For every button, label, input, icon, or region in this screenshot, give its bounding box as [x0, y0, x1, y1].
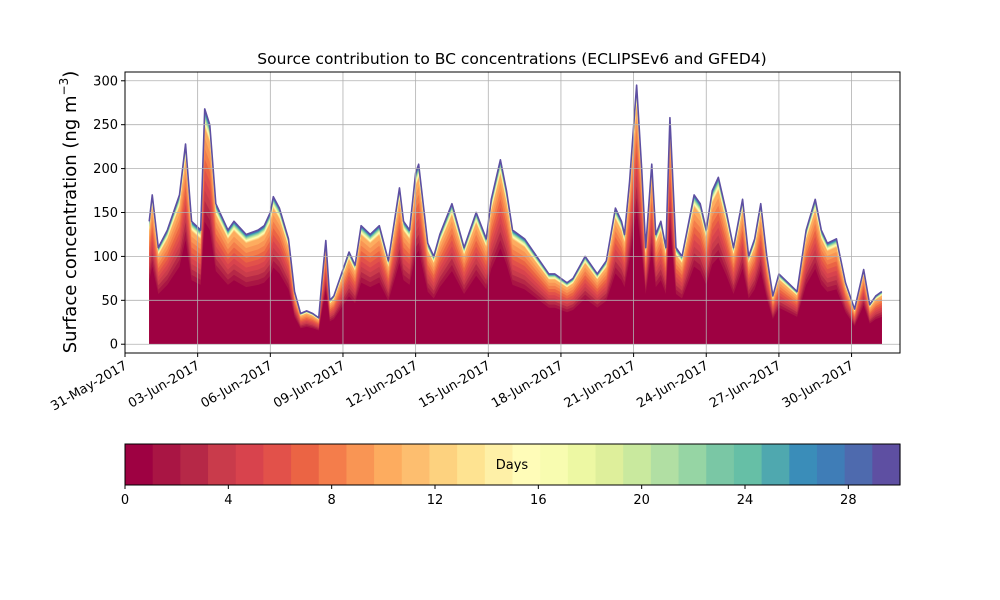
colorbar-segment: [208, 444, 237, 485]
colorbar-segment: [678, 444, 707, 485]
y-axis-label-exponent: −3: [57, 78, 71, 96]
x-tick-label: 30-Jun-2017: [780, 358, 857, 411]
colorbar-segment: [152, 444, 181, 485]
x-tick-label: 12-Jun-2017: [344, 358, 421, 411]
colorbar-segment: [733, 444, 763, 485]
x-axis: 31-May-201703-Jun-201706-Jun-201709-Jun-…: [48, 353, 857, 414]
colorbar-segment: [484, 444, 514, 485]
x-tick-label: 24-Jun-2017: [634, 358, 711, 411]
colorbar-segment: [374, 444, 403, 485]
colorbar-segment: [235, 444, 264, 485]
plot-area: [148, 84, 883, 345]
y-tick-label: 50: [101, 294, 118, 309]
y-axis-label-close: ): [60, 71, 81, 78]
x-tick-label: 31-May-2017: [48, 358, 130, 414]
y-tick-label: 300: [93, 74, 118, 89]
colorbar-segment: [844, 444, 873, 485]
colorbar-segment: [789, 444, 818, 485]
colorbar-segment: [512, 444, 541, 485]
y-tick-label: 250: [93, 118, 118, 133]
colorbar-tick-label: 8: [328, 493, 336, 508]
colorbar-label: Days: [496, 458, 529, 473]
colorbar-segment: [761, 444, 790, 485]
colorbar-tick-label: 0: [121, 493, 129, 508]
y-tick-label: 100: [93, 250, 118, 265]
colorbar-segment: [650, 444, 680, 485]
svg-text:Surface concentration (ng m−3): Surface concentration (ng m−3): [57, 71, 81, 354]
colorbar-segment: [540, 444, 569, 485]
colorbar-segment: [401, 444, 431, 485]
x-tick-label: 03-Jun-2017: [126, 358, 203, 411]
colorbar-tick-label: 28: [840, 493, 857, 508]
colorbar-segment: [706, 444, 735, 485]
colorbar-segment: [595, 444, 624, 485]
area-band-day-0: [149, 209, 882, 345]
x-tick-label: 09-Jun-2017: [271, 358, 348, 411]
colorbar-segment: [457, 444, 486, 485]
y-axis-label-main: Surface concentration (ng m: [60, 95, 81, 353]
colorbar-tick-label: 20: [633, 493, 650, 508]
x-tick-label: 21-Jun-2017: [562, 358, 639, 411]
colorbar-tick-label: 24: [737, 493, 754, 508]
colorbar-segment: [291, 444, 320, 485]
y-axis: 0 50 100 150 200 250 300: [93, 74, 125, 353]
colorbar-segment: [180, 444, 209, 485]
y-tick-label: 0: [110, 338, 118, 353]
colorbar-segment: [429, 444, 458, 485]
x-tick-label: 18-Jun-2017: [489, 358, 566, 411]
colorbar-segment: [318, 444, 348, 485]
colorbar-segment: [623, 444, 652, 485]
colorbar-tick-label: 16: [530, 493, 547, 508]
colorbar-segment: [872, 444, 901, 485]
x-tick-label: 15-Jun-2017: [416, 358, 493, 411]
colorbar-segment: [567, 444, 597, 485]
colorbar-frame: [124, 443, 901, 486]
total-line: [148, 84, 883, 319]
y-axis-label: Surface concentration (ng m−3): [57, 71, 81, 354]
y-tick-label: 200: [93, 162, 118, 177]
colorbar-tick-label: 12: [427, 493, 444, 508]
colorbar: 0 4 8 12 16 20 24 28: [121, 443, 901, 508]
colorbar-segment: [816, 444, 846, 485]
x-tick-label: 06-Jun-2017: [198, 358, 275, 411]
colorbar-segment: [263, 444, 292, 485]
colorbar-segment: [346, 444, 375, 485]
colorbar-tick-label: 4: [224, 493, 232, 508]
colorbar-segment: [125, 444, 154, 485]
chart-title: Source contribution to BC concentrations…: [257, 50, 766, 68]
x-tick-label: 27-Jun-2017: [707, 358, 784, 411]
y-tick-label: 150: [93, 206, 118, 221]
